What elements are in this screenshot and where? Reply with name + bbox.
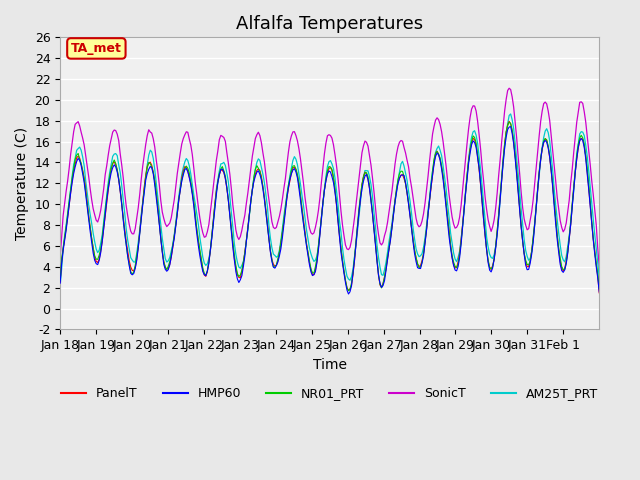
Legend: PanelT, HMP60, NR01_PRT, SonicT, AM25T_PRT: PanelT, HMP60, NR01_PRT, SonicT, AM25T_P… — [56, 382, 604, 405]
X-axis label: Time: Time — [313, 358, 347, 372]
Text: TA_met: TA_met — [71, 42, 122, 55]
Title: Alfalfa Temperatures: Alfalfa Temperatures — [236, 15, 423, 33]
Y-axis label: Temperature (C): Temperature (C) — [15, 127, 29, 240]
